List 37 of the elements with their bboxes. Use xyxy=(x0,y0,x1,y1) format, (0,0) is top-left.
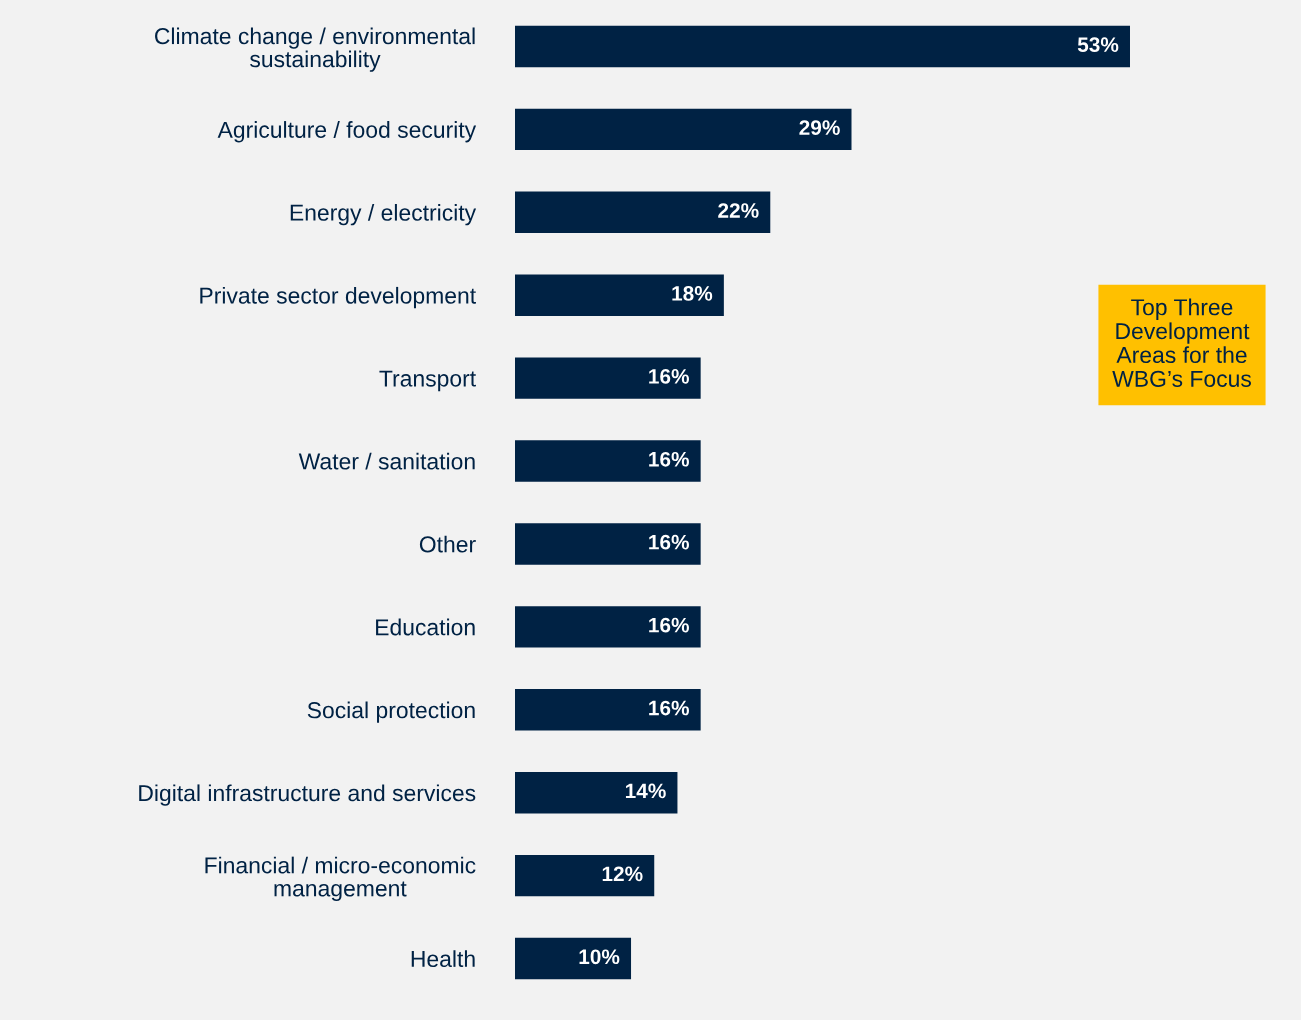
y-tick-label: Private sector development xyxy=(200,286,476,309)
bar xyxy=(515,108,852,151)
y-tick-label: Climate change / environmental sustainability xyxy=(155,27,475,72)
bar xyxy=(515,689,701,731)
y-tick-label: Financial / micro-economic management xyxy=(205,856,476,902)
y-tick-label: Digital infrastructure and services xyxy=(139,784,476,806)
bar xyxy=(515,854,655,897)
data-label: 18% xyxy=(672,286,713,301)
data-label: 16% xyxy=(649,451,689,467)
y-tick-label: Other xyxy=(419,535,476,553)
data-label: 29% xyxy=(799,120,840,135)
data-label: 10% xyxy=(579,949,620,965)
data-label: 12% xyxy=(602,866,643,882)
bar xyxy=(515,357,701,399)
y-tick-label: Health xyxy=(411,950,475,968)
y-tick-label: Energy / electricity xyxy=(290,203,477,226)
data-label: 16% xyxy=(649,368,689,384)
bar xyxy=(515,606,701,648)
data-label: 16% xyxy=(649,700,689,716)
data-label: 16% xyxy=(649,617,689,633)
data-label: 14% xyxy=(625,783,666,799)
y-tick-label: Education xyxy=(376,618,475,636)
bar xyxy=(515,274,724,316)
data-label: 22% xyxy=(718,203,759,218)
bar xyxy=(515,440,701,482)
bar xyxy=(515,25,1130,68)
bar xyxy=(515,937,632,980)
bar xyxy=(515,191,771,234)
y-tick-label: Water / sanitation xyxy=(298,452,475,470)
y-tick-label: Social protection xyxy=(307,701,475,723)
data-label: 16% xyxy=(649,534,689,550)
data-label: 53% xyxy=(1077,37,1119,53)
y-tick-label: Agriculture / food security xyxy=(217,121,477,143)
y-tick-label: Transport xyxy=(379,370,476,392)
bar xyxy=(515,771,678,814)
bar xyxy=(515,523,701,565)
annotation: Top Three Development Areas for the WBG’s Focus xyxy=(1112,298,1251,387)
